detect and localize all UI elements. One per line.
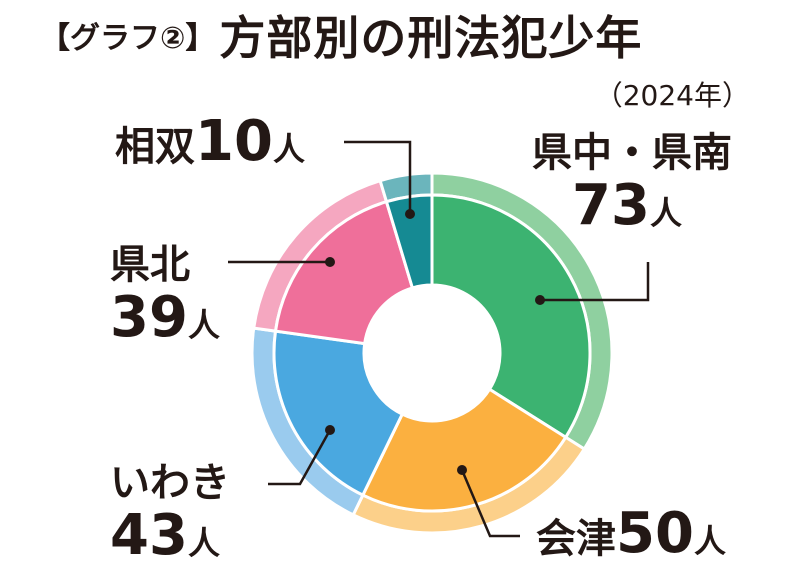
label-iwaki: いわき 43人 xyxy=(110,450,230,564)
label-aizu: 会津50人 xyxy=(536,506,726,564)
leader-line-soso xyxy=(344,140,412,214)
label-north: 県北 39人 xyxy=(110,232,220,346)
leader-line-iwaki xyxy=(268,429,332,486)
leader-dot-soso xyxy=(405,209,415,219)
slice-4 xyxy=(384,193,434,290)
label-aizu-unit: 人 xyxy=(693,522,726,560)
label-soso-name: 相双 xyxy=(115,124,195,170)
label-iwaki-value: 43 xyxy=(110,503,188,568)
leader-lines xyxy=(228,140,650,538)
leader-dot-iwaki xyxy=(325,425,335,435)
slice-1 xyxy=(360,387,568,513)
leader-dot-central xyxy=(535,295,545,305)
label-north-value: 39 xyxy=(110,285,188,350)
label-north-name: 県北 xyxy=(110,242,190,288)
leader-line-aizu xyxy=(460,469,520,538)
label-central: 県中・県南 73人 xyxy=(532,120,732,234)
leader-line-central xyxy=(540,262,650,302)
leader-dot-north xyxy=(325,257,335,267)
label-iwaki-unit: 人 xyxy=(187,524,220,562)
slice-3 xyxy=(273,199,415,346)
chart-subtitle: （2024年） xyxy=(594,79,750,112)
label-central-name: 県中・県南 xyxy=(532,130,732,176)
label-north-unit: 人 xyxy=(187,306,220,344)
label-soso-value: 10 xyxy=(195,109,273,174)
chart-title: 方部別の刑法犯少年 xyxy=(219,11,643,65)
label-aizu-value: 50 xyxy=(616,501,694,566)
leader-dot-aizu xyxy=(457,465,467,475)
label-soso: 相双10人 xyxy=(115,114,305,172)
slice-2 xyxy=(272,329,405,498)
label-central-value: 73 xyxy=(572,173,650,238)
label-iwaki-name: いわき xyxy=(110,460,230,506)
label-soso-unit: 人 xyxy=(272,130,305,168)
label-central-unit: 人 xyxy=(649,194,682,232)
slice-0 xyxy=(430,193,592,440)
figure-tag: 【グラフ②】 xyxy=(40,21,216,56)
label-aizu-name: 会津 xyxy=(536,516,616,562)
chart-title-row: 【グラフ②】 方部別の刑法犯少年 xyxy=(40,2,642,68)
